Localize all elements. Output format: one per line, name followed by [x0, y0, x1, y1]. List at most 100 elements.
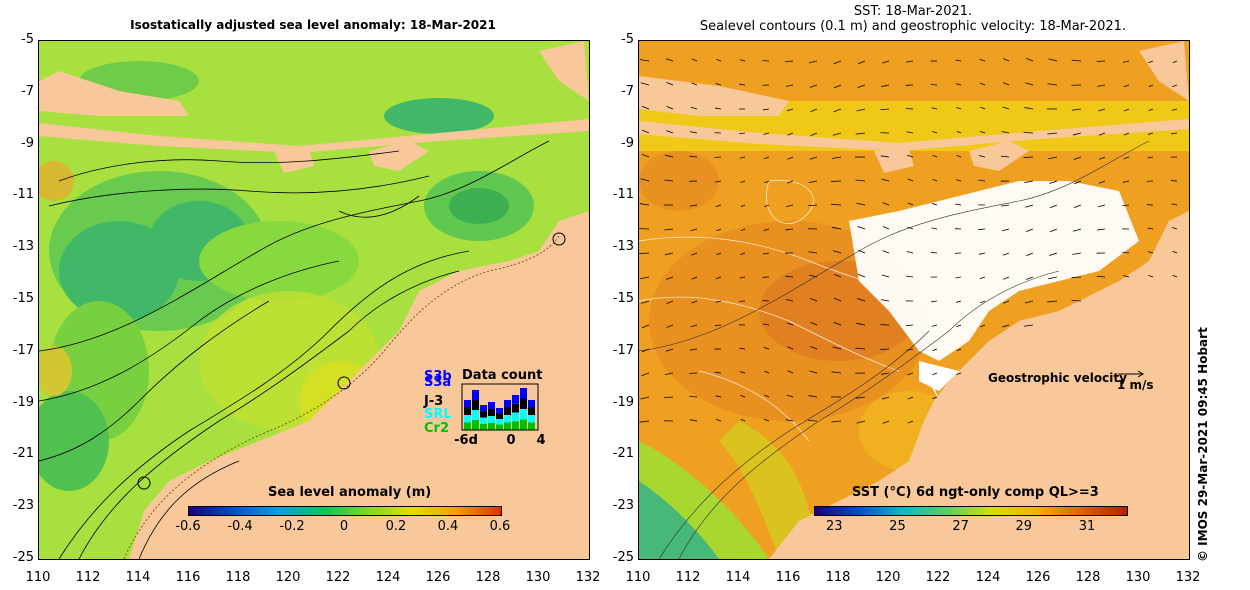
- velocity-vector: [1026, 252, 1034, 257]
- histogram-bar-segment: [528, 407, 535, 415]
- velocity-vector: [955, 83, 962, 86]
- velocity-vector: [641, 372, 650, 376]
- histogram-bar-segment: [464, 422, 471, 430]
- velocity-vector: [858, 60, 866, 65]
- sst-colorbar-tick: 23: [825, 519, 843, 534]
- velocity-vector: [641, 348, 650, 353]
- velocity-vector: [907, 202, 914, 206]
- velocity-vector: [739, 156, 746, 159]
- velocity-vector: [714, 107, 722, 110]
- velocity-vector: [740, 395, 746, 398]
- velocity-scale-arrow: [1118, 370, 1144, 378]
- right-lat-tick: -5: [621, 32, 634, 47]
- right-lon-tick: 122: [925, 570, 951, 585]
- velocity-vector: [810, 321, 818, 326]
- histogram-bar-segment: [480, 405, 487, 412]
- velocity-vector: [762, 108, 770, 111]
- right-lon-tick: 110: [625, 570, 651, 585]
- velocity-vector: [856, 108, 866, 112]
- data-count-tick-start: -6d: [454, 433, 478, 448]
- imos-credit: © IMOS 29-Mar-2021 09:45 Hobart: [1196, 327, 1210, 562]
- velocity-vector: [640, 396, 650, 400]
- velocity-vector: [740, 228, 746, 232]
- velocity-vector: [665, 252, 674, 256]
- velocity-vector: [1172, 60, 1178, 64]
- histogram-bar-segment: [488, 423, 495, 430]
- velocity-vector: [665, 348, 674, 352]
- right-map-title-line2: Sealevel contours (0.1 m) and geostrophi…: [699, 19, 1127, 34]
- histogram-bar-segment: [464, 407, 471, 415]
- velocity-vector: [787, 346, 794, 350]
- velocity-vector: [955, 179, 962, 182]
- velocity-vector: [856, 322, 866, 326]
- velocity-vector: [932, 348, 938, 352]
- velocity-vector: [906, 275, 914, 278]
- cloud-mask: [849, 181, 1139, 401]
- histogram-bar-segment: [512, 395, 519, 404]
- velocity-vector: [907, 178, 914, 182]
- velocity-vector: [691, 252, 698, 256]
- left-lat-tick: -25: [12, 550, 34, 565]
- right-lon-tick: 114: [725, 570, 751, 585]
- velocity-vector: [1123, 156, 1130, 160]
- velocity-vector: [664, 228, 674, 231]
- velocity-vector: [857, 249, 866, 254]
- velocity-vector: [881, 84, 890, 87]
- velocity-vector: [641, 105, 650, 110]
- velocity-vector: [1073, 156, 1082, 160]
- histogram-bar-segment: [520, 419, 527, 430]
- velocity-vector: [1048, 276, 1058, 280]
- velocity-vector: [978, 252, 986, 255]
- velocity-vector: [956, 324, 962, 328]
- velocity-vector: [762, 252, 770, 255]
- histogram-bar-segment: [488, 402, 495, 409]
- velocity-vector: [880, 348, 890, 350]
- velocity-vector: [956, 106, 962, 110]
- histogram-bar-segment: [528, 400, 535, 408]
- velocity-vector: [880, 299, 890, 302]
- sst-map[interactable]: [638, 40, 1190, 560]
- histogram-bar-segment: [504, 407, 511, 415]
- sea-level-anomaly-field: [39, 41, 589, 559]
- velocity-vector: [832, 132, 842, 136]
- velocity-vector: [809, 274, 818, 278]
- velocity-vector: [763, 228, 770, 231]
- histogram-bar-segment: [528, 415, 535, 423]
- velocity-vector: [639, 252, 650, 255]
- velocity-vector: [980, 300, 986, 304]
- sea-level-colorbar-tick: 0: [339, 519, 349, 534]
- velocity-vector: [1171, 108, 1178, 111]
- velocity-vector: [1049, 180, 1058, 184]
- right-lat-tick: -17: [612, 342, 634, 358]
- velocity-vector: [1122, 180, 1130, 183]
- velocity-vector: [880, 155, 890, 158]
- histogram-bar-segment: [504, 415, 511, 423]
- velocity-vector: [980, 106, 986, 110]
- velocity-vector: [1024, 300, 1034, 304]
- velocity-vector: [907, 226, 914, 230]
- velocity-vector: [787, 370, 794, 374]
- velocity-vector: [1171, 132, 1178, 135]
- left-lon-tick: 132: [575, 570, 601, 585]
- geostrophic-velocity-label: Geostrophic velocity: [988, 371, 1127, 385]
- velocity-vector: [1171, 203, 1178, 206]
- velocity-vector: [689, 396, 698, 398]
- velocity-vector: [810, 298, 818, 302]
- velocity-vector: [857, 273, 866, 278]
- velocity-vector: [640, 178, 650, 182]
- sat-label-cr2: Cr2: [424, 421, 449, 436]
- velocity-vector: [1001, 204, 1010, 207]
- sst-colorbar: [814, 506, 1128, 516]
- velocity-vector: [690, 106, 698, 110]
- velocity-vector: [956, 130, 962, 134]
- velocity-vector: [906, 348, 914, 351]
- velocity-vector: [1025, 276, 1034, 280]
- velocity-vector: [740, 418, 746, 422]
- histogram-bar-segment: [472, 420, 479, 430]
- velocity-vector: [979, 276, 986, 280]
- sea-level-anomaly-map[interactable]: [38, 40, 590, 560]
- right-lon-tick: 124: [975, 570, 1001, 585]
- histogram-bar-segment: [496, 419, 503, 425]
- sst-colorbar-tick: 25: [889, 519, 906, 534]
- velocity-vector: [1122, 60, 1130, 63]
